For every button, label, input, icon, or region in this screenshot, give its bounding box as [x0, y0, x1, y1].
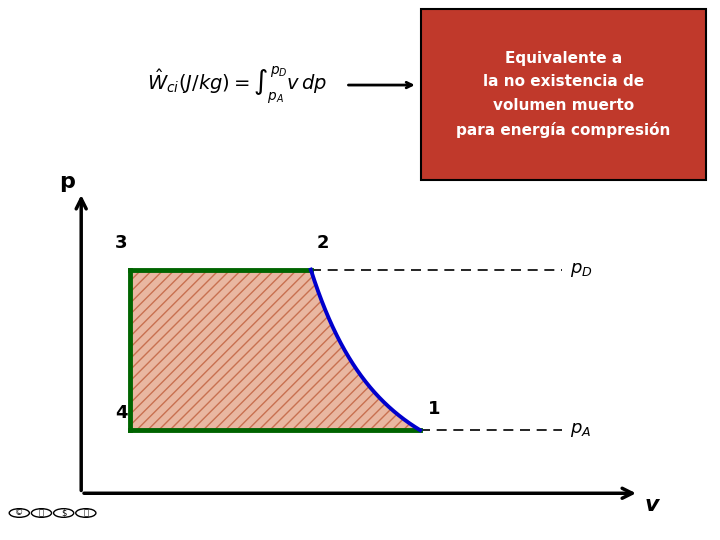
FancyBboxPatch shape: [421, 10, 706, 179]
Text: 3: 3: [115, 234, 127, 252]
Text: ⓝ: ⓝ: [84, 509, 89, 517]
Text: Equivalente a
la no existencia de
volumen muerto
para energía compresión: Equivalente a la no existencia de volume…: [456, 51, 670, 138]
Text: 1: 1: [428, 400, 441, 418]
Text: 2: 2: [316, 234, 329, 252]
Text: 4: 4: [115, 403, 127, 422]
Polygon shape: [130, 269, 420, 430]
Text: $p_D$: $p_D$: [570, 261, 593, 279]
Text: $p_A$: $p_A$: [570, 421, 592, 439]
Text: $\hat{W}_{ci}(J/kg) = \int_{p_A}^{p_D} v\,dp$: $\hat{W}_{ci}(J/kg) = \int_{p_A}^{p_D} v…: [148, 64, 328, 106]
Text: v: v: [644, 495, 659, 515]
Text: $: $: [61, 509, 66, 517]
Text: ©: ©: [15, 509, 24, 517]
Text: ⓘ: ⓘ: [39, 509, 44, 517]
Text: p: p: [60, 172, 76, 192]
